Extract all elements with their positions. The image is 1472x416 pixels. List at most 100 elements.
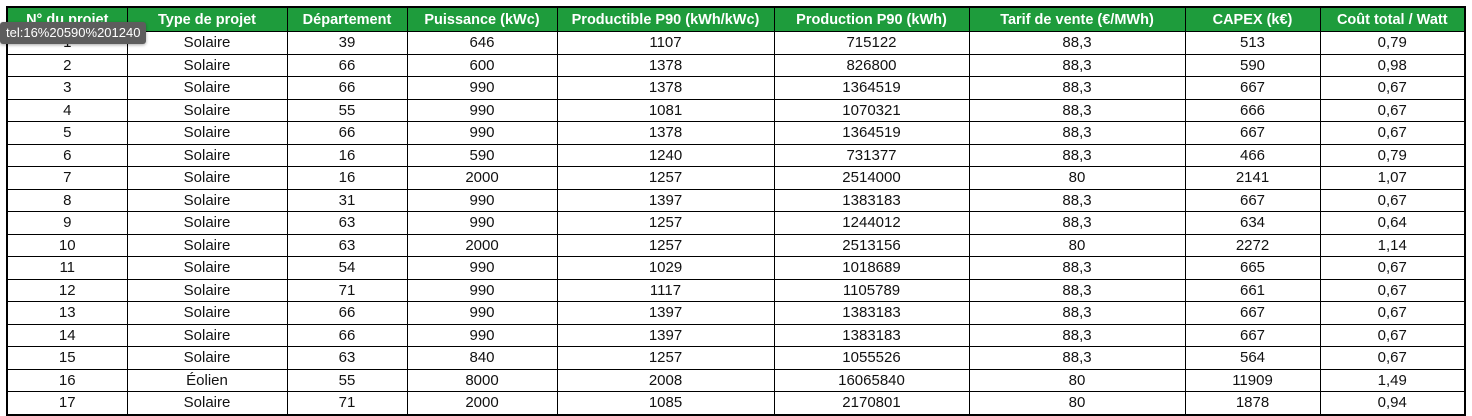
cell-capex[interactable]: 667 xyxy=(1184,76,1321,100)
cell-capex[interactable]: 513 xyxy=(1184,31,1321,55)
cell-capex[interactable]: 667 xyxy=(1184,121,1321,145)
column-header-production-p90[interactable]: Production P90 (kWh) xyxy=(773,6,970,32)
cell-capex[interactable]: 667 xyxy=(1184,188,1321,212)
cell-cost-per-watt[interactable]: 0,67 xyxy=(1319,278,1466,302)
cell-production-p90[interactable]: 1105789 xyxy=(773,278,970,302)
cell-sale-tariff[interactable]: 88,3 xyxy=(968,31,1186,55)
cell-project-type[interactable]: Solaire xyxy=(126,346,288,370)
cell-project-type[interactable]: Solaire xyxy=(126,166,288,190)
cell-capex[interactable]: 2272 xyxy=(1184,233,1321,257)
cell-sale-tariff[interactable]: 80 xyxy=(968,233,1186,257)
cell-department[interactable]: 66 xyxy=(286,76,408,100)
cell-power[interactable]: 990 xyxy=(406,211,558,235)
cell-project-number[interactable]: 9 xyxy=(6,211,128,235)
cell-sale-tariff[interactable]: 88,3 xyxy=(968,98,1186,122)
cell-cost-per-watt[interactable]: 0,79 xyxy=(1319,31,1466,55)
cell-project-type[interactable]: Solaire xyxy=(126,143,288,167)
cell-yield-p90[interactable]: 2008 xyxy=(556,368,775,392)
cell-project-number[interactable]: 7 xyxy=(6,166,128,190)
cell-production-p90[interactable]: 1383183 xyxy=(773,323,970,347)
column-header-sale-tariff[interactable]: Tarif de vente (€/MWh) xyxy=(968,6,1186,32)
cell-yield-p90[interactable]: 1107 xyxy=(556,31,775,55)
cell-sale-tariff[interactable]: 88,3 xyxy=(968,188,1186,212)
cell-sale-tariff[interactable]: 88,3 xyxy=(968,256,1186,280)
cell-yield-p90[interactable]: 1029 xyxy=(556,256,775,280)
column-header-yield-p90[interactable]: Productible P90 (kWh/kWc) xyxy=(556,6,775,32)
cell-yield-p90[interactable]: 1240 xyxy=(556,143,775,167)
cell-yield-p90[interactable]: 1378 xyxy=(556,76,775,100)
cell-department[interactable]: 55 xyxy=(286,98,408,122)
cell-yield-p90[interactable]: 1378 xyxy=(556,53,775,77)
cell-production-p90[interactable]: 715122 xyxy=(773,31,970,55)
cell-yield-p90[interactable]: 1257 xyxy=(556,166,775,190)
cell-project-number[interactable]: 16 xyxy=(6,368,128,392)
cell-cost-per-watt[interactable]: 1,14 xyxy=(1319,233,1466,257)
cell-cost-per-watt[interactable]: 0,67 xyxy=(1319,256,1466,280)
cell-power[interactable]: 990 xyxy=(406,323,558,347)
cell-capex[interactable]: 1878 xyxy=(1184,391,1321,415)
cell-power[interactable]: 990 xyxy=(406,188,558,212)
cell-project-type[interactable]: Solaire xyxy=(126,98,288,122)
cell-cost-per-watt[interactable]: 0,67 xyxy=(1319,301,1466,325)
cell-sale-tariff[interactable]: 88,3 xyxy=(968,211,1186,235)
cell-cost-per-watt[interactable]: 0,67 xyxy=(1319,346,1466,370)
cell-yield-p90[interactable]: 1397 xyxy=(556,188,775,212)
column-header-capex[interactable]: CAPEX (k€) xyxy=(1184,6,1321,32)
cell-project-number[interactable]: 4 xyxy=(6,98,128,122)
cell-production-p90[interactable]: 1364519 xyxy=(773,121,970,145)
cell-department[interactable]: 63 xyxy=(286,346,408,370)
cell-project-type[interactable]: Solaire xyxy=(126,188,288,212)
cell-production-p90[interactable]: 2170801 xyxy=(773,391,970,415)
cell-cost-per-watt[interactable]: 0,94 xyxy=(1319,391,1466,415)
cell-production-p90[interactable]: 16065840 xyxy=(773,368,970,392)
cell-capex[interactable]: 634 xyxy=(1184,211,1321,235)
cell-department[interactable]: 66 xyxy=(286,323,408,347)
cell-power[interactable]: 990 xyxy=(406,256,558,280)
cell-department[interactable]: 66 xyxy=(286,53,408,77)
cell-production-p90[interactable]: 1018689 xyxy=(773,256,970,280)
cell-sale-tariff[interactable]: 88,3 xyxy=(968,53,1186,77)
cell-department[interactable]: 63 xyxy=(286,233,408,257)
cell-capex[interactable]: 667 xyxy=(1184,301,1321,325)
cell-project-number[interactable]: 11 xyxy=(6,256,128,280)
cell-production-p90[interactable]: 1055526 xyxy=(773,346,970,370)
cell-power[interactable]: 990 xyxy=(406,121,558,145)
cell-production-p90[interactable]: 731377 xyxy=(773,143,970,167)
cell-power[interactable]: 2000 xyxy=(406,233,558,257)
cell-sale-tariff[interactable]: 80 xyxy=(968,166,1186,190)
cell-capex[interactable]: 466 xyxy=(1184,143,1321,167)
cell-department[interactable]: 71 xyxy=(286,391,408,415)
cell-project-number[interactable]: 2 xyxy=(6,53,128,77)
cell-project-number[interactable]: 14 xyxy=(6,323,128,347)
cell-yield-p90[interactable]: 1378 xyxy=(556,121,775,145)
cell-capex[interactable]: 666 xyxy=(1184,98,1321,122)
cell-sale-tariff[interactable]: 88,3 xyxy=(968,143,1186,167)
cell-capex[interactable]: 2141 xyxy=(1184,166,1321,190)
cell-power[interactable]: 2000 xyxy=(406,166,558,190)
cell-cost-per-watt[interactable]: 0,98 xyxy=(1319,53,1466,77)
cell-power[interactable]: 8000 xyxy=(406,368,558,392)
cell-project-type[interactable]: Solaire xyxy=(126,121,288,145)
cell-sale-tariff[interactable]: 88,3 xyxy=(968,76,1186,100)
cell-department[interactable]: 54 xyxy=(286,256,408,280)
cell-department[interactable]: 31 xyxy=(286,188,408,212)
cell-power[interactable]: 840 xyxy=(406,346,558,370)
cell-cost-per-watt[interactable]: 0,67 xyxy=(1319,188,1466,212)
cell-sale-tariff[interactable]: 88,3 xyxy=(968,301,1186,325)
cell-project-type[interactable]: Solaire xyxy=(126,256,288,280)
cell-project-number[interactable]: 13 xyxy=(6,301,128,325)
cell-department[interactable]: 66 xyxy=(286,301,408,325)
cell-yield-p90[interactable]: 1397 xyxy=(556,301,775,325)
cell-production-p90[interactable]: 1364519 xyxy=(773,76,970,100)
cell-project-number[interactable]: 15 xyxy=(6,346,128,370)
cell-sale-tariff[interactable]: 88,3 xyxy=(968,121,1186,145)
cell-department[interactable]: 39 xyxy=(286,31,408,55)
cell-power[interactable]: 990 xyxy=(406,98,558,122)
cell-department[interactable]: 16 xyxy=(286,166,408,190)
cell-power[interactable]: 990 xyxy=(406,301,558,325)
cell-sale-tariff[interactable]: 80 xyxy=(968,368,1186,392)
cell-project-type[interactable]: Solaire xyxy=(126,391,288,415)
cell-sale-tariff[interactable]: 88,3 xyxy=(968,278,1186,302)
cell-sale-tariff[interactable]: 88,3 xyxy=(968,346,1186,370)
cell-power[interactable]: 646 xyxy=(406,31,558,55)
